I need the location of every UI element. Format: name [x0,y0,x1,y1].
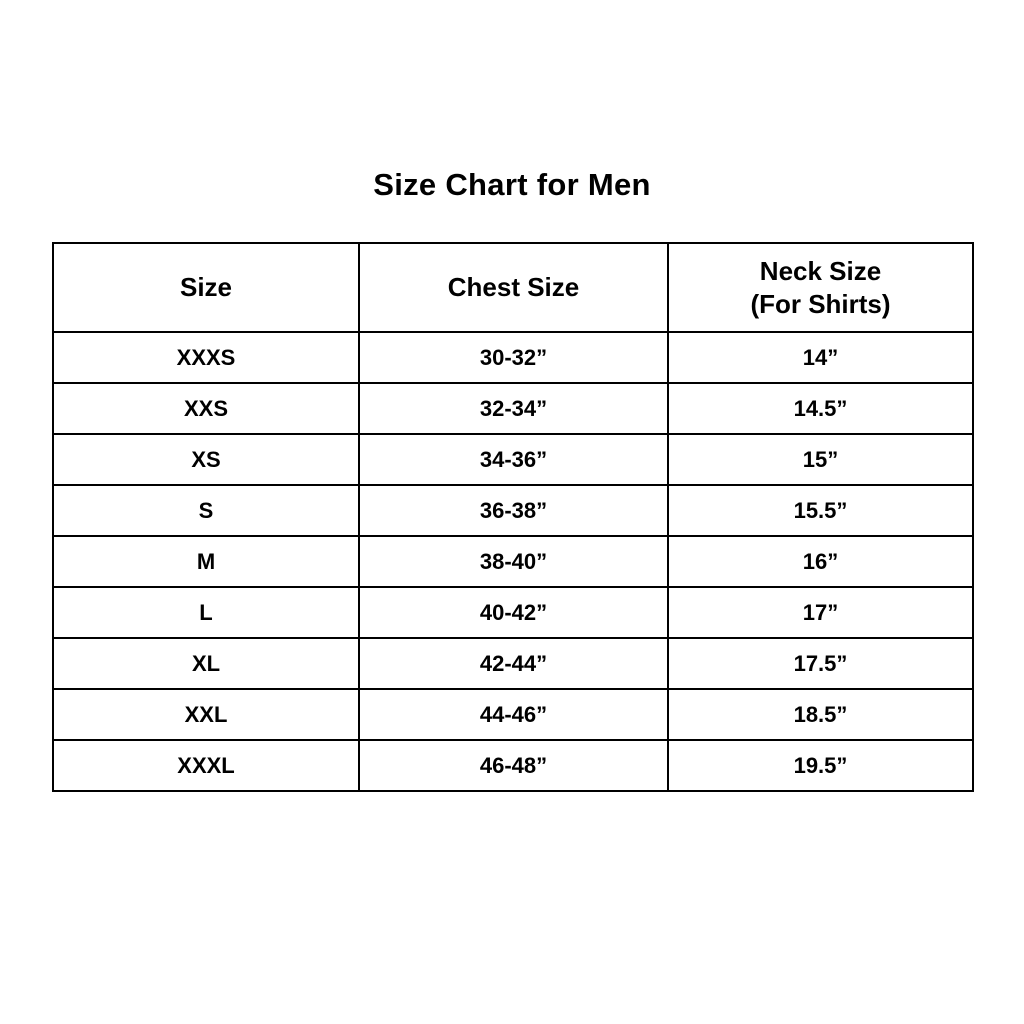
column-header-neck-size: Neck Size (For Shirts) [667,242,974,333]
size-cell: XS [52,433,360,486]
table-row: XXXS 30-32” 14” [52,331,974,384]
neck-size-cell: 16” [667,535,974,588]
table-header: Size Chest Size Neck Size (For Shirts) [52,242,974,333]
size-cell: S [52,484,360,537]
chest-size-cell: 32-34” [358,382,669,435]
chest-size-cell: 46-48” [358,739,669,792]
neck-size-cell: 17.5” [667,637,974,690]
size-cell: XXXS [52,331,360,384]
header-row: Size Chest Size Neck Size (For Shirts) [52,242,974,333]
table-row: S 36-38” 15.5” [52,484,974,537]
column-header-chest-size: Chest Size [358,242,669,333]
neck-size-cell: 14” [667,331,974,384]
column-header-label: Size [179,272,233,303]
size-chart-table: Size Chest Size Neck Size (For Shirts) X… [52,242,974,792]
table-row: M 38-40” 16” [52,535,974,588]
chest-size-cell: 36-38” [358,484,669,537]
column-header-sublabel: (For Shirts) [750,288,891,319]
chest-size-cell: 38-40” [358,535,669,588]
column-header-label: Neck Size [759,256,882,286]
chest-size-cell: 30-32” [358,331,669,384]
neck-size-cell: 14.5” [667,382,974,435]
table-row: XXS 32-34” 14.5” [52,382,974,435]
table-row: L 40-42” 17” [52,586,974,639]
column-header-label: Chest Size [447,272,580,303]
neck-size-cell: 17” [667,586,974,639]
size-cell: XXXL [52,739,360,792]
chest-size-cell: 44-46” [358,688,669,741]
table-row: XS 34-36” 15” [52,433,974,486]
table-body: XXXS 30-32” 14” XXS 32-34” 14.5” XS 34-3… [52,331,974,792]
column-header-size: Size [52,242,360,333]
table-row: XL 42-44” 17.5” [52,637,974,690]
size-cell: XXS [52,382,360,435]
size-cell: XL [52,637,360,690]
neck-size-cell: 15” [667,433,974,486]
page-title: Size Chart for Men [373,167,651,202]
chest-size-cell: 34-36” [358,433,669,486]
chest-size-cell: 40-42” [358,586,669,639]
table-row: XXL 44-46” 18.5” [52,688,974,741]
size-cell: M [52,535,360,588]
neck-size-cell: 18.5” [667,688,974,741]
size-cell: XXL [52,688,360,741]
chest-size-cell: 42-44” [358,637,669,690]
neck-size-cell: 19.5” [667,739,974,792]
table-row: XXXL 46-48” 19.5” [52,739,974,792]
size-cell: L [52,586,360,639]
neck-size-cell: 15.5” [667,484,974,537]
